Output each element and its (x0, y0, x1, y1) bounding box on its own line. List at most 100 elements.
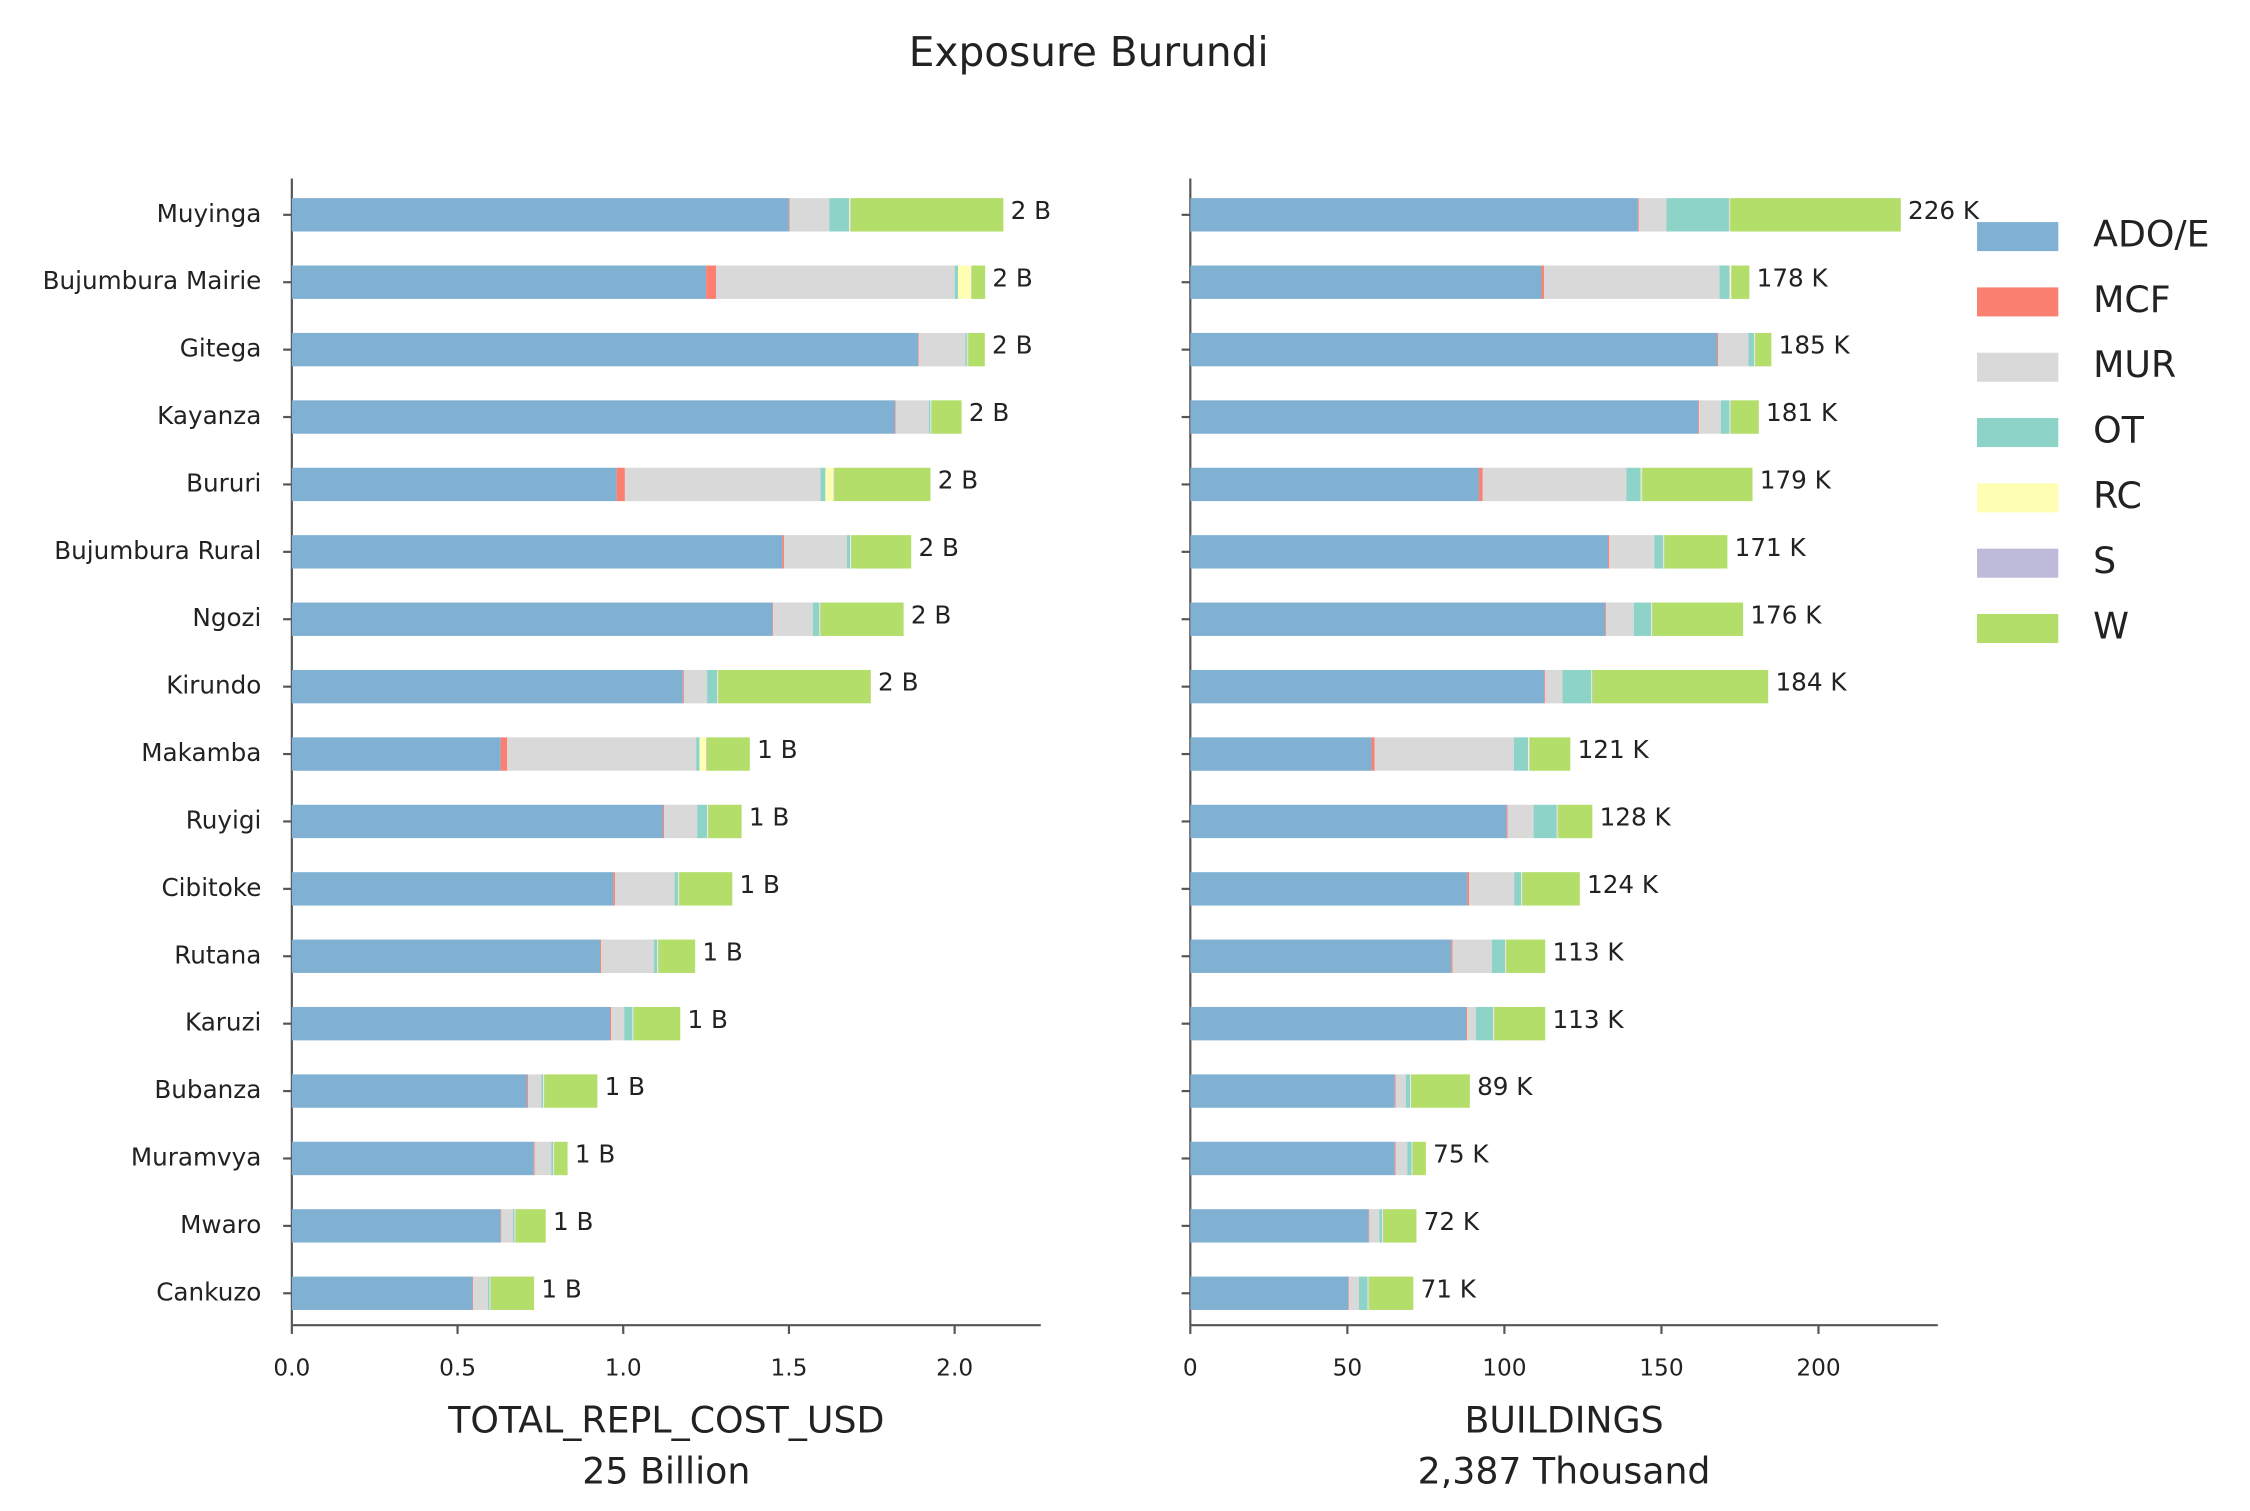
bar-segment (850, 198, 851, 232)
legend-label: W (2093, 604, 2129, 647)
bar-segment (971, 265, 972, 299)
bar-segment (515, 1209, 516, 1243)
legend-swatch (1977, 613, 2059, 644)
bar-segment (957, 265, 972, 299)
y-tick-label: Bujumbura Rural (54, 536, 261, 565)
bar-segment (554, 1141, 568, 1176)
bar-segment (291, 1006, 610, 1041)
bar-segment (1654, 535, 1664, 569)
bar-segment (1405, 1074, 1411, 1108)
bar-segment (1605, 602, 1607, 636)
bar-segment (1591, 669, 1593, 704)
bar-segment (1729, 265, 1732, 299)
bar-total-label: 181 K (1766, 398, 1838, 427)
bar-segment (1190, 1074, 1395, 1108)
y-tick-label: Gitega (180, 334, 262, 363)
bar-segment (488, 1276, 490, 1310)
bar-segment (682, 669, 684, 704)
bar-total-label: 178 K (1757, 263, 1829, 292)
y-tick-label: Kayanza (157, 401, 261, 430)
bar-segment (1190, 467, 1479, 502)
x-axis-label: 2,387 Thousand (1418, 1449, 1711, 1492)
y-tick-label: Cibitoke (161, 873, 261, 902)
bar-total-label: 75 K (1433, 1140, 1489, 1169)
x-tick-label: 200 (1796, 1354, 1840, 1381)
bar-segment (291, 1141, 534, 1176)
legend-label: MUR (2093, 343, 2176, 386)
bar-segment (1451, 939, 1453, 973)
bar-segment (1493, 1006, 1495, 1041)
bar-segment (928, 400, 931, 434)
bar-total-label: 2 B (878, 668, 918, 697)
legend-swatch (1977, 418, 2059, 448)
x-tick-label: 100 (1482, 1354, 1526, 1381)
bar-segment (616, 467, 625, 502)
bar-segment (967, 332, 969, 367)
bar-segment (965, 332, 967, 367)
bar-segment (789, 198, 830, 232)
bar-segment (1505, 939, 1506, 973)
legend-label: ADO/E (2093, 213, 2209, 256)
bar-segment (1626, 467, 1641, 502)
bar-segment (1652, 602, 1744, 636)
bar-segment (500, 737, 508, 771)
bar-total-label: 1 B (541, 1274, 581, 1303)
bar-segment (1717, 332, 1749, 367)
bar-total-label: 184 K (1775, 668, 1847, 697)
bar-segment (1452, 939, 1492, 973)
bar-segment (1374, 737, 1514, 771)
bar-segment (707, 804, 709, 839)
bar-segment (512, 1209, 515, 1243)
bar-segment (820, 602, 904, 636)
bar-segment (1379, 1209, 1383, 1243)
legend-label: S (2093, 539, 2116, 582)
bar-segment (1720, 400, 1730, 434)
bar-total-label: 124 K (1587, 870, 1659, 899)
bar-segment (1755, 332, 1772, 367)
bar-segment (291, 265, 707, 299)
bar-segment (1369, 1276, 1414, 1310)
bar-segment (1543, 265, 1720, 299)
bar-segment (783, 535, 847, 569)
bar-segment (544, 1074, 598, 1108)
bar-segment (812, 602, 820, 636)
bar-segment (773, 602, 813, 636)
bar-segment (851, 535, 912, 569)
legend-swatch (1977, 352, 2059, 382)
y-tick-label: Bururi (186, 468, 261, 497)
bar-segment (1729, 400, 1731, 434)
bar-segment (1394, 1074, 1396, 1108)
bar-segment (1367, 1276, 1369, 1310)
y-tick-label: Bujumbura Mairie (43, 266, 262, 295)
bar-segment (1663, 535, 1664, 569)
bar-segment (1368, 1209, 1370, 1243)
bar-segment (514, 1209, 516, 1243)
bar-segment (918, 332, 966, 367)
y-tick-label: Muyinga (157, 199, 262, 228)
legend-swatch (1977, 483, 2059, 513)
bar-segment (1529, 737, 1571, 771)
bar-segment (846, 535, 851, 569)
bar-segment (1728, 198, 1730, 232)
bar-segment (1190, 602, 1606, 636)
x-axis-label: 25 Billion (582, 1449, 750, 1492)
bar-total-label: 121 K (1578, 735, 1650, 764)
x-tick-label: 0.5 (439, 1354, 476, 1381)
y-tick-label: Ruyigi (186, 805, 262, 834)
bar-segment (850, 535, 851, 569)
bar-segment (1190, 332, 1718, 367)
bar-segment (473, 1276, 489, 1310)
bar-segment (679, 872, 733, 906)
bar-segment (1754, 332, 1756, 367)
bar-segment (1651, 602, 1652, 636)
bar-segment (633, 1006, 681, 1041)
bar-segment (1754, 332, 1755, 367)
bar-segment (697, 804, 708, 839)
bar-segment (1411, 1141, 1413, 1176)
bar-segment (1521, 872, 1523, 906)
y-tick-label: Mwaro (180, 1210, 261, 1239)
bar-segment (551, 1141, 553, 1176)
bar-segment (683, 669, 708, 704)
bar-segment (716, 265, 955, 299)
bar-segment (291, 669, 683, 704)
